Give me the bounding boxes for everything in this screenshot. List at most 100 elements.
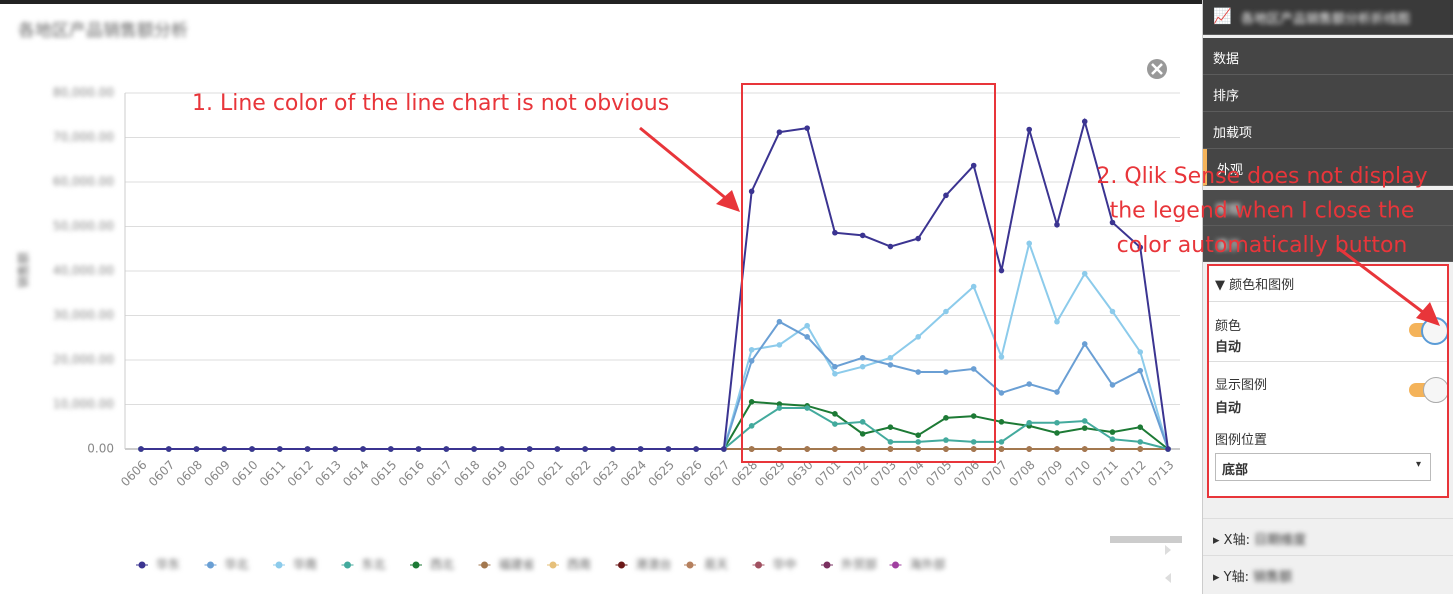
legend-item[interactable]: 外贸部 xyxy=(821,557,877,572)
x-tick-label: 0621 xyxy=(534,458,565,489)
data-point xyxy=(1109,382,1116,388)
data-point xyxy=(970,366,977,372)
legend-item[interactable]: 福建省 xyxy=(478,557,535,572)
data-point xyxy=(943,369,949,375)
data-point xyxy=(1137,244,1144,251)
x-tick-label: 0618 xyxy=(451,458,482,489)
data-point xyxy=(776,129,783,135)
x-tick-label: 0608 xyxy=(174,458,205,489)
menu-item[interactable]: 排序 xyxy=(1203,75,1453,112)
data-point xyxy=(1081,341,1088,347)
legend-label: 易天 xyxy=(704,558,728,572)
legend-item[interactable]: 易天 xyxy=(684,558,728,572)
data-point xyxy=(943,415,949,421)
data-point xyxy=(1026,126,1033,133)
data-point xyxy=(832,363,838,370)
x-tick-label: 0711 xyxy=(1090,458,1121,489)
data-point xyxy=(832,411,838,417)
series-line xyxy=(141,320,1169,450)
data-point xyxy=(221,446,228,452)
data-point xyxy=(998,419,1005,425)
x-tick-label: 0713 xyxy=(1145,458,1176,489)
data-point xyxy=(859,232,866,239)
data-point xyxy=(1137,446,1144,452)
data-point xyxy=(998,267,1005,274)
legend-label: 华北 xyxy=(225,558,249,572)
legend-label: 华中 xyxy=(773,557,797,572)
data-point xyxy=(388,446,394,452)
menu-label: 数据 xyxy=(1213,52,1240,67)
x-tick-label: 0606 xyxy=(118,458,149,489)
menu-item[interactable]: 加载项 xyxy=(1203,112,1453,149)
y-tick-label: 80,000.00 xyxy=(53,86,114,100)
y-tick-label: 0.00 xyxy=(87,442,114,456)
sub-item[interactable]: 演示 xyxy=(1203,226,1453,262)
position-select[interactable]: 底部 ▾ xyxy=(1215,453,1431,481)
legend-item[interactable]: 海外部 xyxy=(889,557,946,572)
data-point xyxy=(1137,424,1144,430)
data-point xyxy=(887,439,894,445)
data-point xyxy=(1137,439,1144,445)
legend-item[interactable]: 西南 xyxy=(547,557,591,572)
data-point xyxy=(360,446,366,452)
data-point xyxy=(138,446,144,452)
legend-item[interactable]: 华南 xyxy=(273,557,317,572)
data-point xyxy=(1081,446,1088,452)
legend-item[interactable]: 港澳台 xyxy=(615,557,672,572)
panel-header: 📈 各地区产品销售额分析折线图 xyxy=(1203,0,1453,35)
menu-item[interactable]: 数据 xyxy=(1203,38,1453,75)
data-point xyxy=(804,405,810,411)
x-tick-label: 0622 xyxy=(562,458,593,489)
color-toggle[interactable] xyxy=(1409,317,1449,345)
data-point xyxy=(332,446,339,452)
legend-item[interactable]: 西北 xyxy=(410,558,454,572)
data-point xyxy=(998,354,1005,360)
data-point xyxy=(998,390,1005,396)
data-point xyxy=(859,363,866,370)
y-tick-label: 50,000.00 xyxy=(53,219,114,233)
field-label: 颜色 xyxy=(1215,319,1242,334)
y-tick-label: 60,000.00 xyxy=(53,175,114,189)
scrollbar[interactable] xyxy=(1110,536,1182,543)
close-button[interactable] xyxy=(1147,59,1167,79)
data-point xyxy=(721,446,727,452)
menu-item[interactable]: 外观 xyxy=(1203,149,1453,186)
x-tick-label: 0625 xyxy=(645,458,676,489)
x-axis-item[interactable]: ▸ X轴: 日期维度 xyxy=(1213,533,1307,548)
data-point xyxy=(582,446,588,452)
legend-item[interactable]: 华东 xyxy=(136,558,180,572)
data-point xyxy=(1109,446,1116,452)
x-tick-label: 0709 xyxy=(1034,458,1065,489)
field-value: 自动 xyxy=(1215,340,1242,355)
item-field: 销售额 xyxy=(1253,570,1293,585)
section-title[interactable]: ▼ 颜色和图例 xyxy=(1215,278,1295,293)
series-line xyxy=(141,117,1169,450)
item-label: Y轴: xyxy=(1223,570,1249,585)
data-point xyxy=(970,413,977,419)
chart: 各地区产品销售额分析 销售额 0.00 10,000.00 20,000.00 30,… xyxy=(16,21,1182,583)
legend-label: 外贸部 xyxy=(841,557,877,572)
section-text: 颜色和图例 xyxy=(1229,278,1295,293)
legend-item[interactable]: 华北 xyxy=(204,558,249,572)
x-tick-label: 0708 xyxy=(1006,458,1037,489)
menu-label: 外观 xyxy=(1217,163,1244,178)
data-point xyxy=(915,235,921,242)
x-tick-label: 0615 xyxy=(368,458,399,489)
legend-toggle[interactable] xyxy=(1409,377,1449,403)
legend-scroll[interactable] xyxy=(1165,545,1171,583)
y-axis-item[interactable]: ▸ Y轴: 销售额 xyxy=(1213,570,1293,585)
data-point xyxy=(915,334,921,340)
data-point xyxy=(1054,389,1060,395)
legend-item[interactable]: 华中 xyxy=(752,557,797,572)
legend-label: 华南 xyxy=(293,557,317,572)
y-tick-label: 20,000.00 xyxy=(53,353,114,367)
data-point xyxy=(915,432,921,439)
sub-item[interactable]: 常规 xyxy=(1203,190,1453,226)
x-tick-label: 0611 xyxy=(257,458,288,489)
data-point xyxy=(970,446,977,452)
legend-item[interactable]: 东北 xyxy=(341,558,386,572)
x-tick-label: 0609 xyxy=(201,458,232,489)
x-tick-label: 0607 xyxy=(146,458,177,489)
x-tick-label: 0612 xyxy=(285,458,316,489)
arrow xyxy=(639,126,729,202)
